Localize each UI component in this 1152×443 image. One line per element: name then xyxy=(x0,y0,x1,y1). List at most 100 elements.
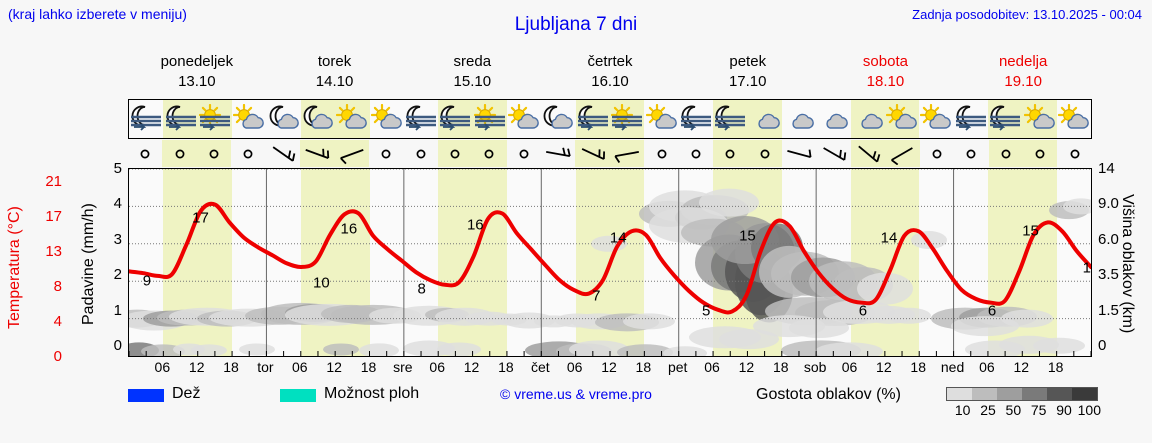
wind-barb-22 xyxy=(885,140,920,167)
time-tick-12: 12 xyxy=(463,359,480,375)
day-name: nedelja xyxy=(998,53,1048,70)
time-tick-12: 12 xyxy=(188,359,205,375)
temp-value-label-min: 6 xyxy=(987,302,997,320)
precip-tick-0: 0 xyxy=(113,337,122,354)
weather-icon-sun-cloud xyxy=(232,100,266,138)
day-date: 13.10 xyxy=(178,73,216,90)
cloud-density-tick-100: 100 xyxy=(1077,402,1102,418)
weather-icon-band xyxy=(128,99,1092,139)
temp-value-label-max: 14 xyxy=(880,229,898,247)
day-header-0: ponedeljek 13.10 xyxy=(128,52,266,96)
weather-icon-sun-cloud xyxy=(370,100,404,138)
cloudheight-tick-0: 0 xyxy=(1098,337,1107,354)
weather-icon-sun-cloud xyxy=(644,100,678,138)
wind-barb-25 xyxy=(988,140,1023,167)
time-tick-18: 18 xyxy=(360,359,377,375)
wind-barb-26 xyxy=(1022,140,1058,167)
temp-value-label-max: 16 xyxy=(466,216,484,234)
day-header-5: sobota 18.10 xyxy=(817,52,955,96)
time-tick-06: 06 xyxy=(566,359,583,375)
day-header-row: ponedeljek 13.10 torek 14.10 sreda 15.10 četrt… xyxy=(128,52,1092,96)
day-name: ponedeljek xyxy=(160,53,234,70)
wind-barb-1 xyxy=(162,140,197,167)
copyright-link[interactable]: © vreme.us & vreme.pro xyxy=(500,386,652,402)
wind-barb-6 xyxy=(334,140,369,167)
precip-tick-3: 3 xyxy=(113,230,122,248)
cloud-density-step-75 xyxy=(1022,388,1047,400)
time-tick-sre: sre xyxy=(393,359,413,375)
cloud-density-legend-title: Gostota oblakov (%) xyxy=(756,386,901,403)
time-tick-06: 06 xyxy=(841,359,858,375)
cloud-density-tick-25: 25 xyxy=(980,402,996,418)
time-tick-12: 12 xyxy=(601,359,617,375)
forecast-plot: 9 17 10 16 8 16 7 14 5 15 6 14 6 15 10 xyxy=(128,168,1092,357)
day-date: 19.10 xyxy=(1004,73,1042,90)
weather-icon-moon-fog xyxy=(713,100,748,138)
time-tick-06: 06 xyxy=(154,359,171,375)
temp-value-label-min: 10 xyxy=(313,274,330,292)
precip-tick-1: 1 xyxy=(113,301,122,319)
cloud-blob xyxy=(141,344,185,356)
weather-icon-moon-cloud xyxy=(300,100,336,138)
cloud-blob xyxy=(857,272,913,305)
weather-icon-moon-fog xyxy=(163,100,198,138)
temp-value-label-min: 8 xyxy=(417,280,426,298)
cloud-blob xyxy=(699,188,759,217)
cloud-density-legend: Gostota oblakov (%) 10 25 50 75 90 100 xyxy=(756,384,1152,426)
temperature-line xyxy=(129,201,1091,315)
time-tick-06: 06 xyxy=(979,359,995,375)
cloud-blob xyxy=(951,316,1019,337)
wind-barb-13 xyxy=(575,140,610,167)
precip-tick-5: 5 xyxy=(113,160,122,177)
wind-barb-5 xyxy=(300,140,335,167)
wind-barb-18 xyxy=(747,140,783,167)
cloud-blob xyxy=(789,317,849,338)
last-updated: Zadnja posodobitev: 13.10.2025 - 00:04 xyxy=(912,7,1142,22)
time-tick-18: 18 xyxy=(498,359,514,375)
weather-icon-sun-cloud xyxy=(884,100,920,138)
day-header-2: sreda 15.10 xyxy=(403,52,541,96)
time-tick-pet: pet xyxy=(667,359,688,375)
weather-icon-sun-fog xyxy=(610,100,645,138)
day-date: 18.10 xyxy=(866,73,905,90)
cloud-density-tick-50: 50 xyxy=(1005,402,1022,418)
temp-value-label-max: 15 xyxy=(739,227,756,245)
cloud-density-tick-labels: 10 25 50 75 90 100 xyxy=(942,402,1112,420)
time-tick-12: 12 xyxy=(876,359,892,375)
cloudheight-axis-title: Višina oblakov (km) xyxy=(1119,194,1136,334)
cloud-blob xyxy=(965,340,1025,356)
precip-tick-4: 4 xyxy=(113,195,122,213)
time-tick-12: 12 xyxy=(326,359,342,375)
time-tick-ned: ned xyxy=(940,359,965,375)
temperature-tick-21: 21 xyxy=(45,173,62,190)
wind-barb-7 xyxy=(369,140,403,167)
day-name: torek xyxy=(317,53,352,70)
weather-icon-moon-fog xyxy=(575,100,611,138)
temp-value-label-end: 10 xyxy=(1082,259,1091,277)
day-name: petek xyxy=(729,53,767,70)
day-date: 17.10 xyxy=(728,73,767,90)
temp-value-label-min: 5 xyxy=(702,302,711,320)
wind-barb-24 xyxy=(954,140,988,167)
day-date: 16.10 xyxy=(591,73,629,90)
wind-barb-20 xyxy=(816,140,850,167)
wind-barb-17 xyxy=(713,140,748,167)
weather-icon-cloud xyxy=(782,100,816,138)
wind-barb-8 xyxy=(403,140,437,167)
cloud-density-step-25 xyxy=(972,388,997,400)
cloudheight-tick-1.5: 1.5 xyxy=(1098,301,1119,319)
cloud-density-step-10 xyxy=(947,388,972,400)
wind-barb-band xyxy=(128,140,1092,167)
time-tick-sob: sob xyxy=(803,359,827,375)
time-tick-12: 12 xyxy=(1013,359,1030,375)
cloud-density-tick-75: 75 xyxy=(1030,402,1047,418)
temperature-tick-0: 0 xyxy=(53,348,62,365)
temp-value-label-min: 7 xyxy=(592,287,601,305)
wind-barb-3 xyxy=(231,140,265,167)
wind-barb-12 xyxy=(541,140,575,167)
cloudheight-tick-14: 14 xyxy=(1098,160,1115,177)
cloud-blob xyxy=(887,307,931,324)
temperature-tick-17: 17 xyxy=(45,208,62,225)
temp-value-label-max: 15 xyxy=(1022,222,1039,240)
time-tick-06: 06 xyxy=(291,359,308,375)
